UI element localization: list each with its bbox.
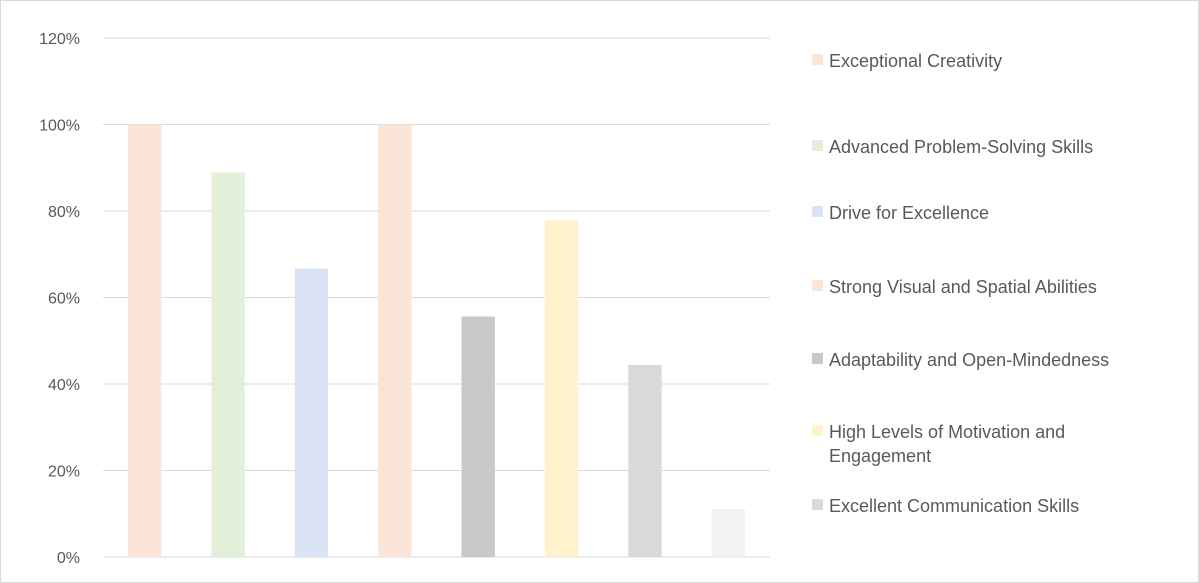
legend-item: Adaptability and Open-Mindedness	[812, 348, 1169, 372]
legend-label: Advanced Problem-Solving Skills	[829, 137, 1094, 157]
bar	[211, 172, 245, 557]
bar	[461, 316, 495, 557]
y-tick-label: 100%	[39, 118, 80, 135]
legend-swatch	[812, 425, 823, 436]
legend-swatch	[812, 499, 823, 510]
y-tick-label: 20%	[48, 464, 80, 481]
y-tick-label: 40%	[48, 377, 80, 394]
y-axis-tick-labels: 0% 20% 40% 60% 80% 100% 120%	[39, 31, 80, 567]
legend-label: Excellent Communication Skills	[829, 496, 1080, 516]
bar	[544, 220, 579, 557]
bars	[128, 124, 745, 557]
y-tick-label: 60%	[48, 291, 80, 308]
bar	[711, 508, 745, 557]
legend-swatch	[812, 280, 823, 291]
legend-label: Exceptional Creativity	[829, 51, 1003, 71]
y-tick-label: 80%	[48, 204, 80, 221]
legend-swatch	[812, 206, 823, 217]
legend-item: Strong Visual and Spatial Abilities	[812, 275, 1169, 299]
legend-item: Exceptional Creativity	[812, 49, 1169, 73]
legend-item: Drive for Excellence	[812, 201, 1169, 225]
y-tick-label: 120%	[39, 31, 80, 48]
legend-label: High Levels of Motivation and Engagement	[829, 422, 1066, 466]
legend-swatch	[812, 54, 823, 65]
bar	[128, 124, 162, 557]
legend-swatch	[812, 353, 823, 364]
legend-label: Drive for Excellence	[829, 203, 990, 223]
legend-swatch	[812, 140, 823, 151]
gridlines	[103, 37, 770, 558]
bar	[294, 268, 329, 557]
legend-item: Advanced Problem-Solving Skills	[812, 135, 1169, 159]
legend-label: Strong Visual and Spatial Abilities	[829, 277, 1097, 297]
legend-item: Excellent Communication Skills	[812, 494, 1169, 518]
bar	[628, 364, 662, 557]
legend-label: Adaptability and Open-Mindedness	[829, 350, 1110, 370]
bar	[378, 124, 412, 557]
legend-item: High Levels of Motivation and Engagement	[812, 420, 1169, 468]
y-tick-label: 0%	[57, 550, 80, 567]
